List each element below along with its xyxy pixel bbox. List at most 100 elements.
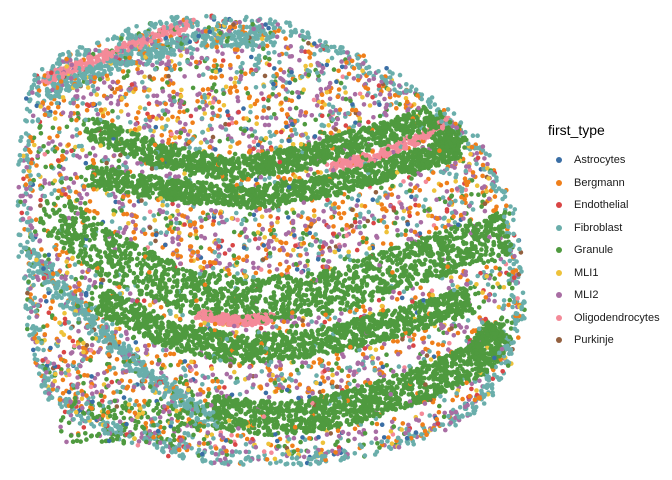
cell-point <box>136 439 142 444</box>
cell-point <box>233 442 238 447</box>
cell-point <box>38 131 44 136</box>
cell-point <box>106 145 111 150</box>
cell-point <box>520 290 526 296</box>
cell-point <box>322 379 327 384</box>
cell-point <box>66 420 72 426</box>
cell-point <box>440 342 446 348</box>
cell-point <box>367 306 373 312</box>
cell-point <box>407 188 413 193</box>
cell-point <box>260 115 265 121</box>
cell-point <box>61 349 67 355</box>
cell-point <box>274 34 280 40</box>
cell-point <box>146 101 152 106</box>
cell-point <box>129 440 135 446</box>
cell-point <box>267 140 273 146</box>
cell-point <box>46 290 51 296</box>
cell-point <box>403 232 408 237</box>
cell-point <box>362 308 368 314</box>
cell-point <box>228 439 233 445</box>
cell-point <box>92 153 98 158</box>
cell-point <box>413 295 418 300</box>
cell-point <box>97 77 103 82</box>
cell-point <box>121 415 127 421</box>
cell-point <box>210 372 216 378</box>
cell-point <box>423 197 428 203</box>
cell-point <box>458 274 463 280</box>
cell-point <box>25 227 31 233</box>
cell-point <box>87 277 93 283</box>
cell-point <box>436 409 442 415</box>
cell-point <box>113 371 118 376</box>
cell-point <box>429 288 435 294</box>
cell-point <box>327 96 333 102</box>
cell-point <box>201 424 207 429</box>
cell-point <box>47 214 52 219</box>
cell-point <box>287 80 293 85</box>
cell-point <box>269 239 274 244</box>
cell-point <box>339 378 344 383</box>
cell-point <box>314 320 319 325</box>
cell-point <box>384 352 389 358</box>
cell-point <box>106 383 111 389</box>
cell-point <box>369 298 375 303</box>
cell-point <box>421 204 426 209</box>
cell-point <box>305 135 311 140</box>
cell-point <box>202 111 208 116</box>
cell-point <box>225 112 231 118</box>
cell-point <box>142 429 148 435</box>
cell-point <box>160 202 165 208</box>
cell-point <box>283 36 288 41</box>
cell-point <box>175 253 180 258</box>
cell-point <box>300 435 305 440</box>
cell-point <box>423 346 428 352</box>
cell-point <box>398 182 403 188</box>
cell-point <box>38 197 43 203</box>
cell-point <box>266 25 271 31</box>
cell-point <box>244 389 249 395</box>
cell-point <box>267 129 273 135</box>
cell-point <box>150 232 155 237</box>
cell-point <box>250 47 256 53</box>
cell-point <box>32 295 38 301</box>
cell-point <box>303 247 309 252</box>
cell-point <box>332 210 338 215</box>
cell-point <box>46 252 52 258</box>
cell-point <box>222 385 227 390</box>
cell-point <box>316 315 322 321</box>
cell-point <box>369 440 374 446</box>
cell-point <box>304 287 310 293</box>
cell-point <box>242 168 247 173</box>
cell-point <box>135 284 140 289</box>
cell-point <box>300 322 306 328</box>
cell-point <box>196 73 202 78</box>
cell-point <box>394 215 400 221</box>
cell-point <box>117 226 123 231</box>
cell-point <box>179 87 184 93</box>
cell-point <box>362 224 367 229</box>
cell-point <box>141 298 147 304</box>
cell-point <box>127 378 133 384</box>
cell-point <box>209 75 214 80</box>
cell-point <box>66 389 72 395</box>
cell-point <box>485 161 490 167</box>
cell-point <box>501 298 507 303</box>
cell-point <box>470 133 476 138</box>
cell-point <box>25 326 30 332</box>
cell-point <box>352 378 357 384</box>
cell-point <box>198 297 203 302</box>
cell-point <box>487 234 492 240</box>
cell-point <box>176 203 181 208</box>
cell-point <box>200 459 206 464</box>
cell-point <box>247 144 252 149</box>
cell-point <box>28 194 33 199</box>
cell-point <box>226 427 232 432</box>
cell-point <box>349 223 355 229</box>
cell-point <box>355 258 361 264</box>
cell-point <box>444 330 450 336</box>
cell-point <box>359 262 365 268</box>
cell-point <box>318 278 323 284</box>
cell-point <box>266 50 271 56</box>
cell-point <box>18 138 23 144</box>
cell-point <box>463 187 469 193</box>
cell-point <box>76 328 81 334</box>
